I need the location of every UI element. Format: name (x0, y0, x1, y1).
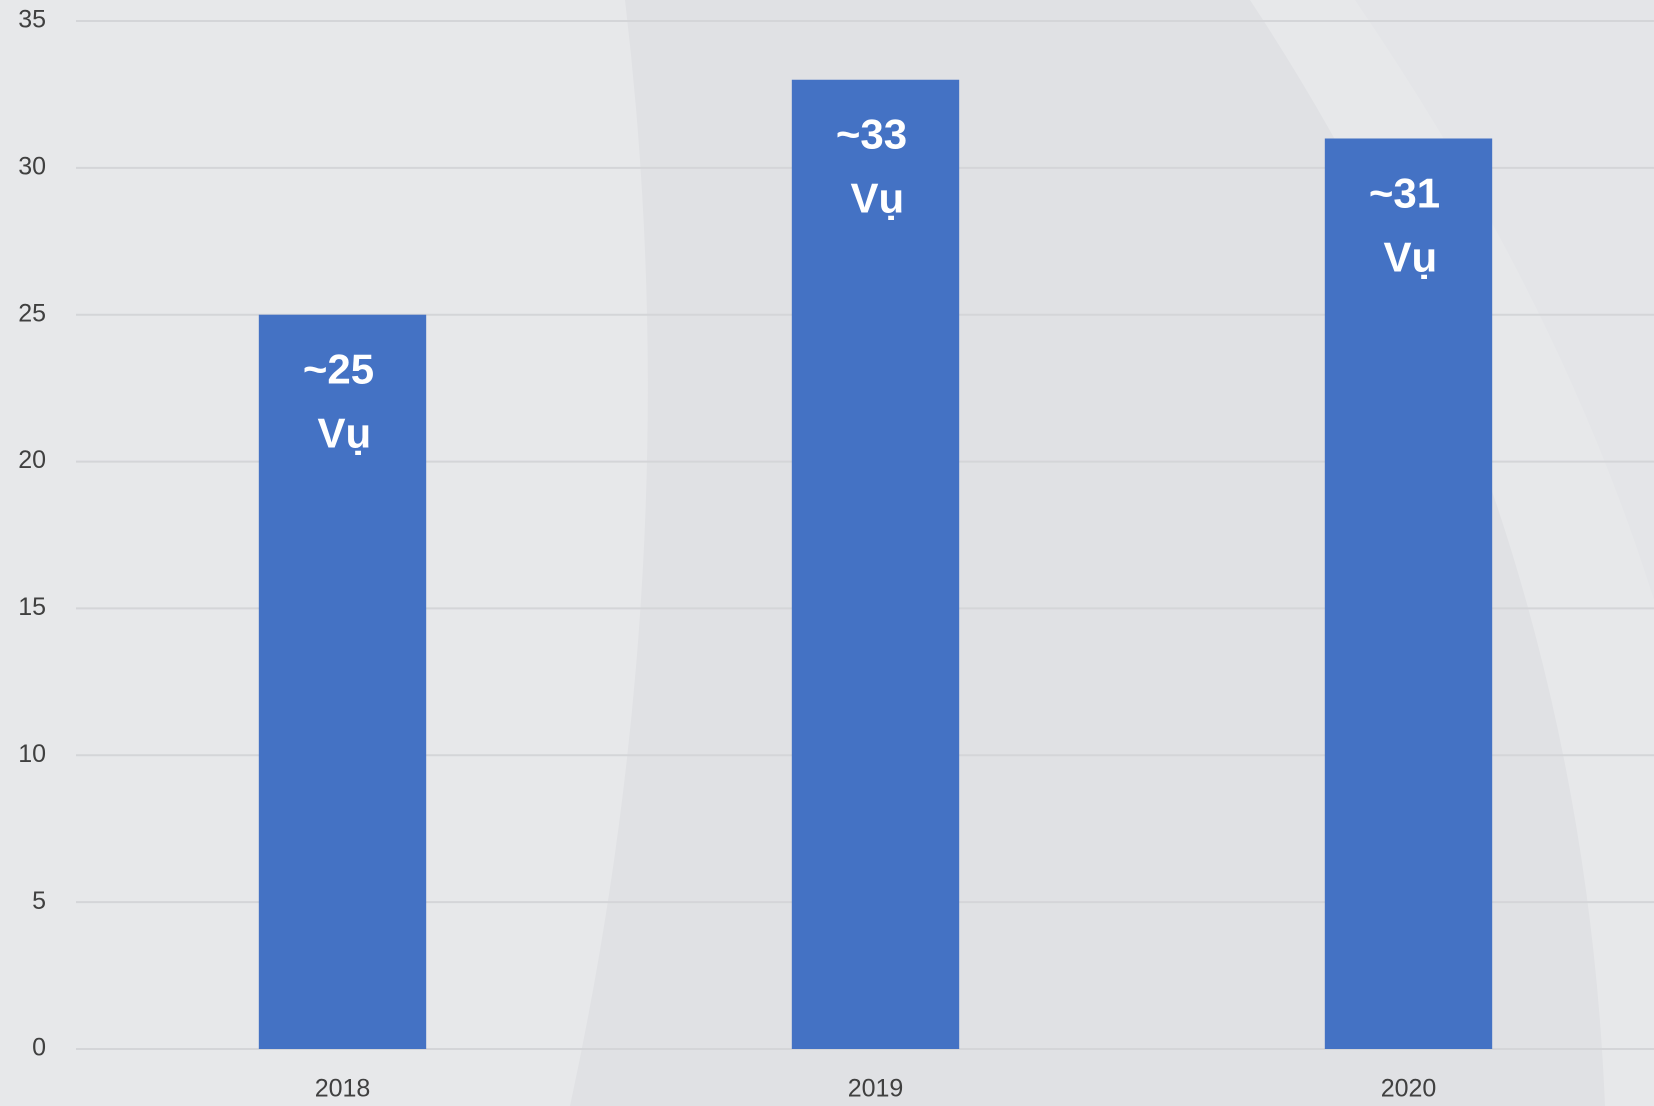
value-label: ~33 Vụ (836, 111, 907, 222)
y-tick-label: 25 (18, 299, 46, 327)
y-tick-label: 15 (18, 593, 46, 621)
y-tick-label: 10 (18, 740, 46, 768)
x-tick-label: 2019 (848, 1075, 904, 1103)
y-tick-label: 0 (32, 1034, 46, 1062)
y-tick-label: 35 (18, 6, 46, 34)
x-tick-label: 2020 (1381, 1075, 1437, 1103)
bar (258, 314, 427, 1049)
y-tick-label: 5 (32, 887, 46, 915)
y-tick-label: 30 (18, 152, 46, 180)
value-label: ~25 Vụ (303, 346, 374, 457)
value-label: ~31 Vụ (1369, 170, 1440, 281)
bar (791, 79, 960, 1049)
bar (1324, 138, 1493, 1049)
background-shape (1355, 0, 1654, 600)
x-tick-label: 2018 (315, 1075, 371, 1103)
y-tick-label: 20 (18, 446, 46, 474)
